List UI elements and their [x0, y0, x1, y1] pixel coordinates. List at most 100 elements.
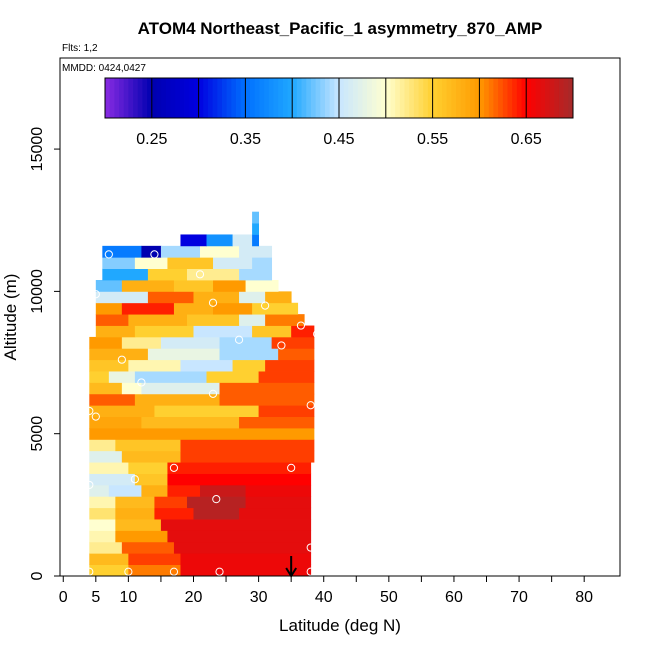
sample-point: [85, 567, 94, 576]
colorbar-swatch: [137, 78, 143, 118]
heatmap-cell: [89, 359, 129, 372]
colorbar-swatch: [348, 78, 354, 118]
heatmap-cell: [206, 234, 233, 247]
colorbar-swatch: [329, 78, 335, 118]
heatmap-cell: [95, 314, 129, 326]
heatmap-cell: [102, 245, 142, 258]
colorbar-swatch: [549, 78, 555, 118]
heatmap-cell: [89, 428, 315, 440]
heatmap-cell: [252, 325, 292, 338]
heatmap-cell: [265, 359, 315, 372]
heatmap-cell: [278, 348, 315, 361]
heatmap-cell: [89, 530, 116, 543]
colorbar-swatch: [395, 78, 401, 118]
heatmap-cell: [154, 496, 188, 509]
colorbar-swatch: [254, 78, 260, 118]
heatmap-cell: [95, 291, 149, 304]
colorbar-swatch: [193, 78, 199, 118]
colorbar-swatch: [179, 78, 185, 118]
colorbar-swatch: [493, 78, 499, 118]
sample-point: [150, 250, 159, 259]
sample-point: [195, 270, 205, 279]
sample-point: [124, 567, 133, 576]
heatmap-cell: [239, 507, 312, 520]
x-axis: 0 5 10 20 30 40 50 60 70 80: [59, 576, 593, 606]
colorbar-swatch: [165, 78, 171, 118]
colorbar-swatch: [119, 78, 125, 118]
heatmap-cell: [121, 336, 162, 349]
heatmap-cell: [252, 223, 259, 235]
y-axis: 0 5000 10000 15000: [29, 127, 60, 580]
sample-point: [261, 301, 270, 310]
colorbar-swatch: [245, 78, 251, 118]
x-axis-tick-label: 30: [250, 589, 268, 606]
sample-point: [306, 567, 315, 576]
date-note: MMDD: 0424,0427: [62, 63, 146, 74]
heatmap-cell: [128, 462, 168, 474]
sample-point: [212, 495, 221, 504]
colorbar-swatch: [189, 78, 195, 118]
heatmap-cell: [173, 541, 312, 554]
heatmap-cell: [258, 371, 315, 383]
x-axis-tick-label: 5: [91, 589, 100, 606]
heatmap-cell: [167, 530, 312, 543]
colorbar-swatch: [535, 78, 541, 118]
heatmap-cell: [239, 291, 266, 304]
colorbar-swatch: [207, 78, 214, 118]
colorbar-swatch: [142, 78, 148, 118]
colorbar-swatch: [563, 78, 569, 118]
heatmap-cell: [239, 416, 315, 429]
chart-title: ATOM4 Northeast_Pacific_1 asymmetry_870_…: [138, 19, 543, 38]
y-axis-tick-label: 0: [29, 571, 46, 580]
colorbar-swatch: [530, 78, 536, 118]
colorbar-swatch: [390, 78, 396, 118]
colorbar-swatch: [212, 78, 218, 118]
heatmap-cell: [89, 393, 136, 406]
colorbar-swatch: [123, 78, 129, 118]
colorbar-swatch: [512, 78, 518, 118]
colorbar-swatch: [521, 78, 527, 118]
colorbar-swatch: [306, 78, 312, 118]
sample-point: [313, 329, 322, 339]
heatmap-cell: [160, 245, 201, 258]
x-axis-tick-label: 70: [510, 589, 528, 606]
sample-point: [130, 475, 139, 484]
colorbar-swatch: [292, 78, 298, 118]
heatmap-cell: [167, 257, 214, 270]
sample-point: [287, 463, 296, 472]
heatmap-cell: [167, 462, 312, 474]
heatmap-cell: [173, 280, 214, 292]
colorbar-swatch: [353, 78, 359, 118]
sample-point: [306, 543, 315, 552]
heatmap-cell: [89, 371, 110, 383]
heatmap-cell: [102, 268, 149, 281]
heatmap-cell: [89, 439, 116, 452]
sample-point: [137, 378, 146, 387]
colorbar-swatch: [268, 78, 274, 118]
y-axis-tick-label: 5000: [29, 416, 46, 452]
colorbar-tick-label: 0.35: [230, 131, 261, 148]
colorbar-swatch: [418, 78, 424, 118]
colorbar-swatch: [516, 78, 522, 118]
sample-point: [85, 480, 94, 490]
heatmap-cell: [271, 336, 315, 349]
sample-point: [296, 321, 306, 330]
heatmap-cell: [154, 405, 260, 418]
heatmap-cell: [115, 530, 168, 543]
colorbar-swatch: [568, 78, 574, 118]
heatmap-cell: [180, 450, 315, 463]
colorbar-swatch: [236, 78, 242, 118]
heatmap-cell: [252, 211, 259, 224]
heatmap-cell: [128, 314, 188, 326]
heatmap-cell: [180, 564, 312, 577]
colorbar-swatch: [259, 78, 265, 118]
heatmap-cell: [121, 280, 175, 292]
heatmap-cell: [186, 268, 240, 281]
heatmap-cell: [180, 439, 315, 452]
colorbar-swatch: [362, 78, 368, 118]
colorbar-swatch: [128, 78, 134, 118]
colorbar-swatch: [441, 78, 448, 118]
colorbar-swatch: [413, 78, 419, 118]
flights-note: Flts: 1,2: [62, 43, 98, 54]
colorbar-swatch: [170, 78, 176, 118]
